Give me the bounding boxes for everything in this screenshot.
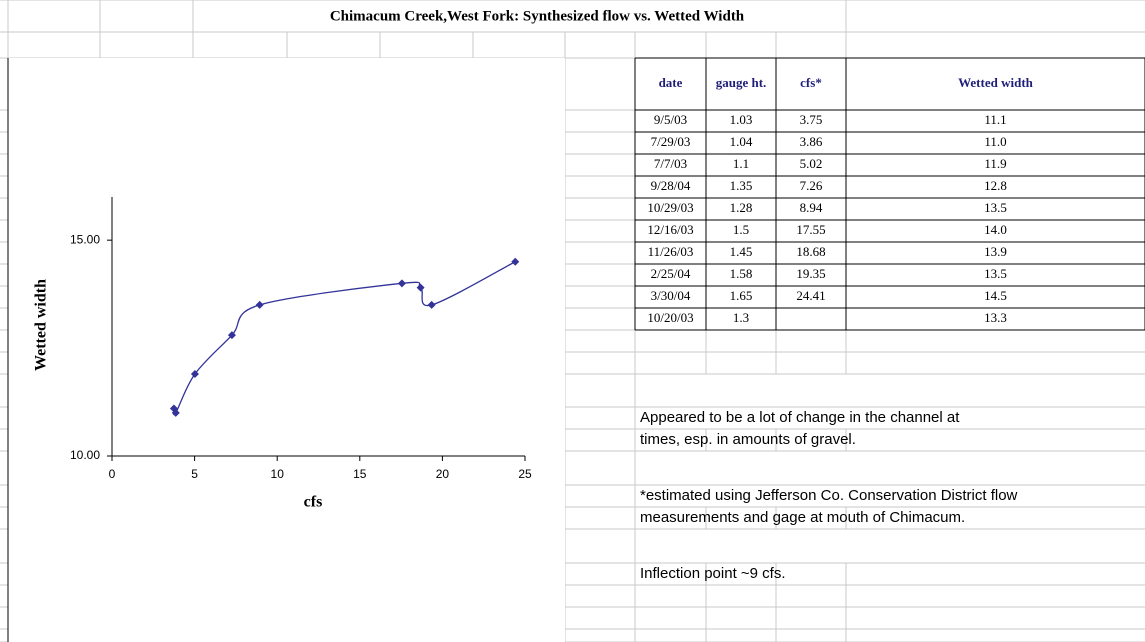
data-point	[511, 257, 520, 266]
x-tick-label: 15	[353, 467, 367, 481]
table-header: date	[659, 75, 683, 90]
data-point	[397, 279, 406, 288]
table-header: Wetted width	[958, 75, 1034, 90]
table-cell: 11.0	[984, 134, 1006, 149]
table-cell: 1.5	[733, 222, 749, 237]
y-tick-label: 15.00	[70, 232, 100, 246]
table-cell: 1.58	[730, 266, 753, 281]
table-cell: 1.1	[733, 156, 749, 171]
table-cell: 7/29/03	[651, 134, 691, 149]
table-header: gauge ht.	[716, 75, 767, 90]
note: times, esp. in amounts of gravel.	[640, 431, 856, 448]
table-cell: 13.5	[984, 200, 1007, 215]
x-tick-label: 5	[191, 467, 198, 481]
note: Inflection point ~9 cfs.	[640, 565, 786, 582]
data-point	[171, 408, 180, 417]
table-cell: 17.55	[796, 222, 825, 237]
table-cell: 24.41	[796, 288, 825, 303]
table-cell: 9/28/04	[651, 178, 691, 193]
table-cell: 7/7/03	[654, 156, 687, 171]
table-cell: 3.86	[800, 134, 823, 149]
table-cell: 1.04	[730, 134, 753, 149]
table-cell: 1.03	[730, 112, 753, 127]
table-cell: 12/16/03	[647, 222, 693, 237]
table-cell: 11.9	[984, 156, 1006, 171]
table-cell: 1.45	[730, 244, 753, 259]
note: Appeared to be a lot of change in the ch…	[640, 409, 960, 426]
data-point	[416, 283, 425, 292]
table-cell: 11.1	[984, 112, 1006, 127]
table-cell: 1.65	[730, 288, 753, 303]
table-cell: 13.3	[984, 310, 1007, 325]
x-tick-label: 20	[436, 467, 450, 481]
table-cell: 1.35	[730, 178, 753, 193]
x-tick-label: 0	[109, 467, 116, 481]
data-point	[255, 300, 264, 309]
table-cell: 19.35	[796, 266, 825, 281]
sheet-title: Chimacum Creek,West Fork: Synthesized fl…	[330, 8, 745, 24]
series-line	[173, 261, 516, 416]
table-cell: 10/20/03	[647, 310, 693, 325]
table-cell: 18.68	[796, 244, 825, 259]
table-cell: 11/26/03	[648, 244, 694, 259]
table-cell: 14.5	[984, 288, 1007, 303]
y-axis-label: Wetted width	[33, 279, 50, 371]
table-cell: 13.9	[984, 244, 1007, 259]
chart-area	[8, 58, 565, 642]
table-cell: 12.8	[984, 178, 1007, 193]
table-cell: 8.94	[800, 200, 823, 215]
table-cell: 10/29/03	[647, 200, 693, 215]
table-cell: 9/5/03	[654, 112, 687, 127]
x-tick-label: 10	[271, 467, 285, 481]
note: *estimated using Jefferson Co. Conservat…	[640, 487, 1018, 504]
data-point	[427, 300, 436, 309]
table-cell: 1.3	[733, 310, 749, 325]
table-cell: 3.75	[800, 112, 823, 127]
table-cell: 13.5	[984, 266, 1007, 281]
x-tick-label: 25	[518, 467, 532, 481]
table-cell: 7.26	[800, 178, 823, 193]
table-cell: 1.28	[730, 200, 753, 215]
table-header: cfs*	[800, 75, 822, 90]
table-cell: 3/30/04	[651, 288, 691, 303]
data-point	[190, 369, 199, 378]
data-point	[227, 331, 236, 340]
note: measurements and gage at mouth of Chimac…	[640, 509, 965, 526]
x-axis-label: cfs	[304, 494, 323, 511]
y-tick-label: 10.00	[70, 448, 100, 462]
table-cell: 5.02	[800, 156, 823, 171]
table-cell: 2/25/04	[651, 266, 691, 281]
table-cell: 14.0	[984, 222, 1007, 237]
